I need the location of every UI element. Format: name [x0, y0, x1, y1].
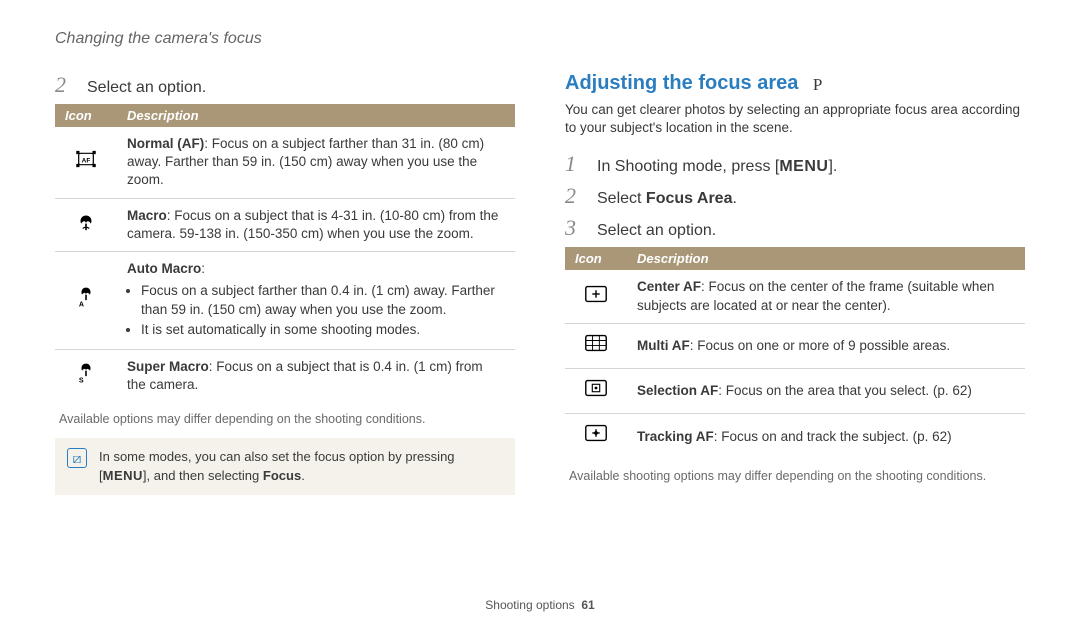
left-step: 2 Select an option.: [55, 72, 515, 98]
th-icon: Icon: [55, 104, 117, 127]
table-row: Tracking AF: Focus on and track the subj…: [565, 414, 1025, 459]
tracking-af-icon: [565, 414, 627, 459]
table-row: AF Normal (AF): Focus on a subject farth…: [55, 127, 515, 198]
svg-text:AF: AF: [82, 157, 91, 164]
row-description: Macro: Focus on a subject that is 4-31 i…: [117, 198, 515, 251]
row-description: Selection AF: Focus on the area that you…: [627, 369, 1025, 414]
row-description: Tracking AF: Focus on and track the subj…: [627, 414, 1025, 459]
th-icon: Icon: [565, 247, 627, 270]
note-box: ⧄ In some modes, you can also set the fo…: [55, 438, 515, 494]
th-desc: Description: [117, 104, 515, 127]
left-column: 2 Select an option. Icon Description AF …: [55, 72, 515, 495]
right-step-1: 1 In Shooting mode, press [MENU].: [565, 151, 1025, 177]
page-footer: Shooting options 61: [0, 598, 1080, 612]
note-icon: ⧄: [67, 448, 87, 468]
row-description: Normal (AF): Focus on a subject farther …: [117, 127, 515, 198]
page-header: Changing the camera's focus: [55, 30, 1025, 48]
table-row: Selection AF: Focus on the area that you…: [565, 369, 1025, 414]
table-row: Center AF: Focus on the center of the fr…: [565, 270, 1025, 323]
section-title: Adjusting the focus area: [565, 72, 798, 95]
step-text: Select an option.: [87, 79, 206, 97]
row-description: Multi AF: Focus on one or more of 9 poss…: [627, 323, 1025, 368]
multi-af-icon: [565, 323, 627, 368]
svg-text:S: S: [79, 377, 84, 384]
super-macro-icon: S: [55, 349, 117, 402]
row-description: Super Macro: Focus on a subject that is …: [117, 349, 515, 402]
row-description: Center AF: Focus on the center of the fr…: [627, 270, 1025, 323]
right-step-3: 3 Select an option.: [565, 215, 1025, 241]
focus-area-table: Icon Description Center AF: Focus on the…: [565, 247, 1025, 458]
right-caption: Available shooting options may differ de…: [565, 469, 1025, 483]
right-column: Adjusting the focus area P You can get c…: [565, 72, 1025, 495]
selection-af-icon: [565, 369, 627, 414]
step-number: 2: [55, 72, 75, 98]
focus-options-table: Icon Description AF Normal (AF): Focus o…: [55, 104, 515, 402]
left-caption: Available options may differ depending o…: [55, 412, 515, 426]
row-description: Auto Macro:Focus on a subject farther th…: [117, 252, 515, 350]
macro-icon: [55, 198, 117, 251]
normal-af-icon: AF: [55, 127, 117, 198]
center-af-icon: [565, 270, 627, 323]
table-row: A Auto Macro:Focus on a subject farther …: [55, 252, 515, 350]
table-row: S Super Macro: Focus on a subject that i…: [55, 349, 515, 402]
right-step-2: 2 Select Focus Area.: [565, 183, 1025, 209]
intro-text: You can get clearer photos by selecting …: [565, 101, 1025, 137]
section-heading: Adjusting the focus area P: [565, 72, 1025, 95]
table-row: Multi AF: Focus on one or more of 9 poss…: [565, 323, 1025, 368]
table-row: Macro: Focus on a subject that is 4-31 i…: [55, 198, 515, 251]
svg-text:A: A: [79, 302, 84, 309]
th-desc: Description: [627, 247, 1025, 270]
note-text: In some modes, you can also set the focu…: [99, 448, 503, 484]
mode-badge: P: [813, 75, 823, 95]
auto-macro-icon: A: [55, 252, 117, 350]
